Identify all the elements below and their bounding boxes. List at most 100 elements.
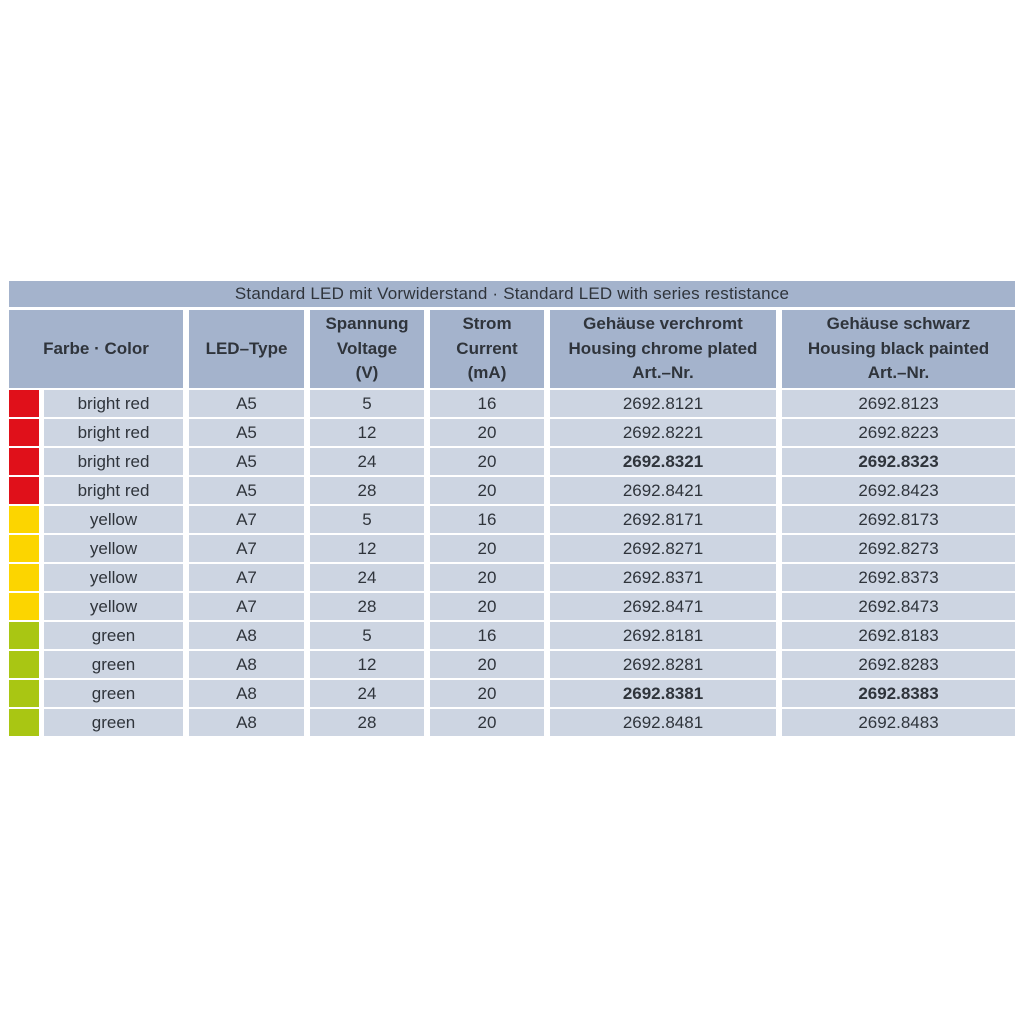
voltage-cell: 5	[310, 390, 424, 417]
black-art-nr-cell: 2692.8483	[782, 709, 1015, 736]
voltage-cell: 28	[310, 593, 424, 620]
voltage-cell: 5	[310, 622, 424, 649]
voltage-cell: 28	[310, 477, 424, 504]
chrome-art-nr-cell: 2692.8221	[550, 419, 776, 446]
black-art-nr-cell: 2692.8323	[782, 448, 1015, 475]
yellow-swatch	[9, 564, 39, 591]
voltage-cell: 24	[310, 564, 424, 591]
led-type-cell: A7	[189, 506, 304, 533]
black-art-nr-cell: 2692.8173	[782, 506, 1015, 533]
column-header-chrome-art-nr: Gehäuse verchromt Housing chrome plated …	[550, 310, 776, 388]
red-swatch	[9, 477, 39, 504]
black-art-nr-cell: 2692.8383	[782, 680, 1015, 707]
red-swatch	[9, 419, 39, 446]
current-cell: 16	[430, 390, 544, 417]
table-row-color-cell: yellow	[9, 535, 183, 562]
color-name-cell: bright red	[44, 390, 183, 417]
voltage-cell: 12	[310, 651, 424, 678]
table-row-color-cell: yellow	[9, 506, 183, 533]
red-swatch	[9, 390, 39, 417]
table-grid: Farbe · Color LED–Type Spannung Voltage …	[9, 310, 1015, 736]
table-row-color-cell: yellow	[9, 564, 183, 591]
led-type-cell: A7	[189, 535, 304, 562]
chrome-art-nr-cell: 2692.8481	[550, 709, 776, 736]
voltage-cell: 12	[310, 419, 424, 446]
chrome-art-nr-cell: 2692.8281	[550, 651, 776, 678]
color-name-cell: yellow	[44, 564, 183, 591]
red-swatch	[9, 448, 39, 475]
current-cell: 20	[430, 477, 544, 504]
chrome-art-nr-cell: 2692.8271	[550, 535, 776, 562]
led-type-cell: A8	[189, 680, 304, 707]
color-name-cell: green	[44, 680, 183, 707]
table-row-color-cell: green	[9, 709, 183, 736]
current-cell: 20	[430, 680, 544, 707]
chrome-art-nr-cell: 2692.8181	[550, 622, 776, 649]
chrome-art-nr-cell: 2692.8421	[550, 477, 776, 504]
current-cell: 20	[430, 709, 544, 736]
color-name-cell: yellow	[44, 593, 183, 620]
voltage-cell: 24	[310, 680, 424, 707]
black-art-nr-cell: 2692.8183	[782, 622, 1015, 649]
column-header-black-art-nr: Gehäuse schwarz Housing black painted Ar…	[782, 310, 1015, 388]
color-name-cell: bright red	[44, 419, 183, 446]
current-cell: 20	[430, 419, 544, 446]
chrome-art-nr-cell: 2692.8371	[550, 564, 776, 591]
voltage-cell: 5	[310, 506, 424, 533]
black-art-nr-cell: 2692.8423	[782, 477, 1015, 504]
led-type-cell: A8	[189, 709, 304, 736]
column-header-current: Strom Current (mA)	[430, 310, 544, 388]
black-art-nr-cell: 2692.8223	[782, 419, 1015, 446]
black-art-nr-cell: 2692.8123	[782, 390, 1015, 417]
column-header-color: Farbe · Color	[9, 310, 183, 388]
yellow-swatch	[9, 506, 39, 533]
table-row-color-cell: bright red	[9, 419, 183, 446]
black-art-nr-cell: 2692.8473	[782, 593, 1015, 620]
yellow-swatch	[9, 593, 39, 620]
led-table: Standard LED mit Vorwiderstand · Standar…	[9, 281, 1015, 736]
color-name-cell: bright red	[44, 448, 183, 475]
led-type-cell: A5	[189, 390, 304, 417]
color-name-cell: green	[44, 651, 183, 678]
green-swatch	[9, 680, 39, 707]
table-row-color-cell: green	[9, 651, 183, 678]
current-cell: 20	[430, 535, 544, 562]
current-cell: 20	[430, 564, 544, 591]
current-cell: 16	[430, 622, 544, 649]
column-header-voltage: Spannung Voltage (V)	[310, 310, 424, 388]
current-cell: 20	[430, 448, 544, 475]
color-name-cell: bright red	[44, 477, 183, 504]
color-name-cell: yellow	[44, 535, 183, 562]
table-row-color-cell: yellow	[9, 593, 183, 620]
green-swatch	[9, 651, 39, 678]
color-name-cell: green	[44, 622, 183, 649]
voltage-cell: 28	[310, 709, 424, 736]
color-name-cell: green	[44, 709, 183, 736]
chrome-art-nr-cell: 2692.8121	[550, 390, 776, 417]
table-row-color-cell: bright red	[9, 477, 183, 504]
green-swatch	[9, 622, 39, 649]
table-row-color-cell: bright red	[9, 448, 183, 475]
led-type-cell: A8	[189, 622, 304, 649]
led-type-cell: A5	[189, 419, 304, 446]
chrome-art-nr-cell: 2692.8321	[550, 448, 776, 475]
column-header-led-type: LED–Type	[189, 310, 304, 388]
current-cell: 20	[430, 593, 544, 620]
chrome-art-nr-cell: 2692.8471	[550, 593, 776, 620]
table-row-color-cell: bright red	[9, 390, 183, 417]
table-row-color-cell: green	[9, 680, 183, 707]
voltage-cell: 12	[310, 535, 424, 562]
voltage-cell: 24	[310, 448, 424, 475]
black-art-nr-cell: 2692.8373	[782, 564, 1015, 591]
led-type-cell: A5	[189, 448, 304, 475]
led-type-cell: A5	[189, 477, 304, 504]
chrome-art-nr-cell: 2692.8171	[550, 506, 776, 533]
current-cell: 16	[430, 506, 544, 533]
black-art-nr-cell: 2692.8273	[782, 535, 1015, 562]
green-swatch	[9, 709, 39, 736]
led-type-cell: A7	[189, 564, 304, 591]
chrome-art-nr-cell: 2692.8381	[550, 680, 776, 707]
yellow-swatch	[9, 535, 39, 562]
led-type-cell: A8	[189, 651, 304, 678]
